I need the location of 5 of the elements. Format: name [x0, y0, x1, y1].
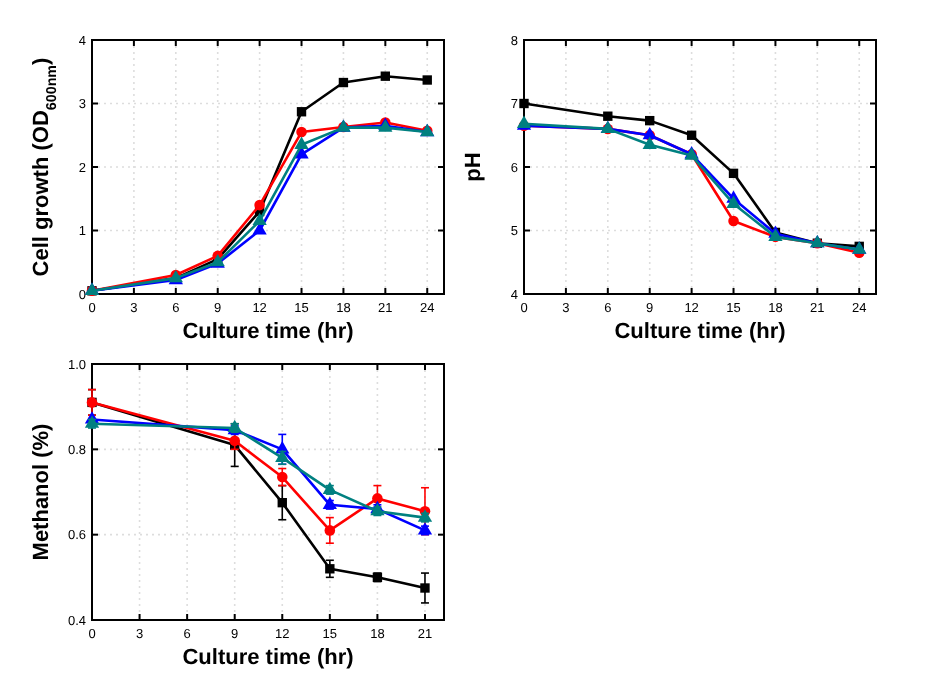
x-axis-title: Culture time (hr)	[182, 646, 355, 670]
y-axis-title: pH	[462, 152, 486, 182]
x-axis-title: Culture time (hr)	[614, 320, 787, 344]
x-axis-title: Culture time (hr)	[182, 320, 355, 344]
y-axis-title: Methanol (%)	[30, 422, 54, 561]
